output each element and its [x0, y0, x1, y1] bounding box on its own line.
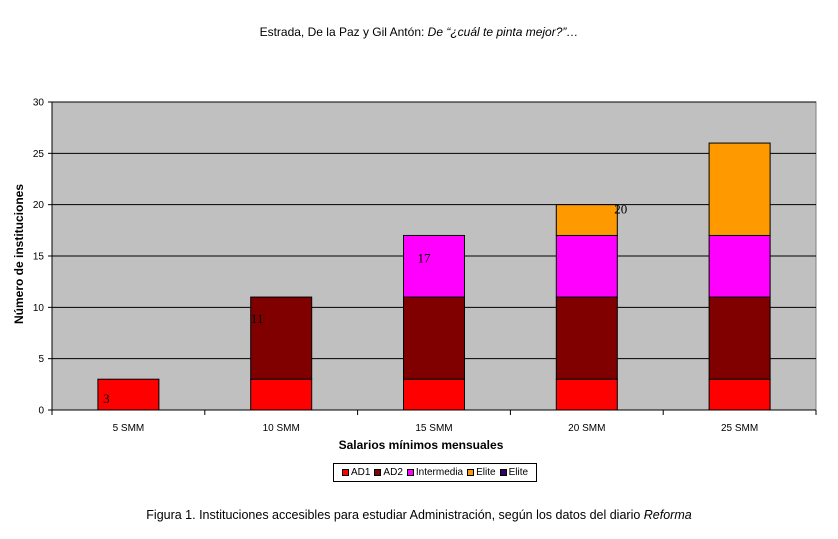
- legend-label: Elite: [476, 467, 496, 478]
- legend-item: Intermedia: [406, 467, 464, 478]
- legend-swatch: [467, 469, 475, 476]
- figure-caption: Figura 1. Instituciones accesibles para …: [0, 508, 838, 522]
- data-label: 20: [614, 202, 627, 217]
- x-tick-label: 15 SMM: [415, 423, 452, 434]
- bar-segment-ad1: [403, 378, 465, 411]
- page-header: Estrada, De la Paz y Gil Antón: De “¿cuá…: [0, 25, 838, 39]
- bar-segment-intermedia: [403, 234, 465, 298]
- y-tick-label: 30: [33, 98, 45, 109]
- bar-segment-ad1: [250, 378, 313, 411]
- legend-label: Intermedia: [415, 467, 464, 478]
- bar-segment-elite: [555, 204, 618, 236]
- x-tick-label: 5 SMM: [113, 423, 145, 434]
- bar-segment-ad2: [250, 296, 313, 380]
- bar-segment-intermedia: [555, 234, 618, 298]
- legend-item: Elite: [467, 467, 496, 478]
- legend-item: Elite: [499, 467, 529, 478]
- data-label: 3: [103, 391, 110, 406]
- bar-segment-ad2: [403, 296, 465, 380]
- data-label: 11: [251, 311, 264, 326]
- chart-legend: AD1 AD2 Intermedia Elite Elite: [333, 463, 537, 482]
- y-tick-label: 5: [38, 354, 44, 365]
- legend-label: Elite: [508, 467, 529, 478]
- legend-item: AD2: [374, 467, 403, 478]
- bar-segment-ad1: [97, 378, 160, 411]
- header-authors: Estrada, De la Paz y Gil Antón:: [259, 25, 428, 39]
- bar-segment-ad1: [555, 378, 618, 411]
- y-axis-title: Número de instituciones: [12, 184, 26, 324]
- y-tick-label: 20: [33, 200, 45, 211]
- header-title: De “¿cuál te pinta mejor?”…: [427, 25, 579, 39]
- x-tick-label: 10 SMM: [263, 423, 300, 434]
- data-label: 17: [418, 250, 432, 265]
- y-tick-label: 10: [33, 303, 45, 314]
- bar-segment-ad1: [708, 378, 771, 411]
- y-tick-label: 0: [38, 406, 44, 417]
- legend-item: AD1: [341, 467, 371, 478]
- y-tick-label: 15: [33, 252, 45, 263]
- x-tick-label: 25 SMM: [721, 423, 758, 434]
- x-axis-title: Salarios mínimos mensuales: [339, 438, 504, 452]
- legend-swatch: [499, 469, 507, 476]
- bar-segment-elite: [708, 142, 771, 236]
- bar-segment-ad2: [555, 296, 618, 380]
- legend-label: AD2: [383, 467, 403, 478]
- bar-segment-ad2: [708, 296, 771, 380]
- legend-swatch: [406, 469, 414, 476]
- legend-label: AD1: [350, 467, 371, 478]
- y-tick-label: 25: [33, 149, 45, 160]
- caption-text: Figura 1. Instituciones accesibles para …: [146, 508, 644, 522]
- x-tick-label: 20 SMM: [568, 423, 605, 434]
- bar-segment-intermedia: [708, 234, 771, 298]
- legend-swatch: [341, 469, 349, 476]
- legend-swatch: [374, 469, 382, 476]
- caption-italic: Reforma: [643, 508, 692, 522]
